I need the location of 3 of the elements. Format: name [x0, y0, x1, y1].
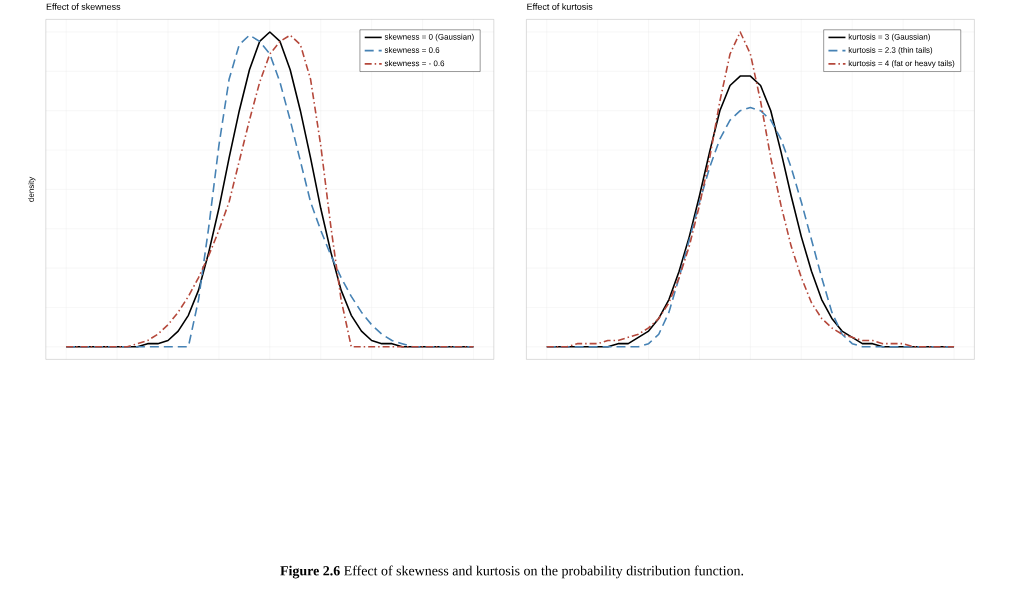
- chart-title: Effect of kurtosis: [527, 3, 593, 10]
- chart-title: Effect of skewness: [46, 3, 121, 10]
- text: Figure 2.6 Effect of skewness and kurtosis on the probability distribution function.: [280, 565, 744, 579]
